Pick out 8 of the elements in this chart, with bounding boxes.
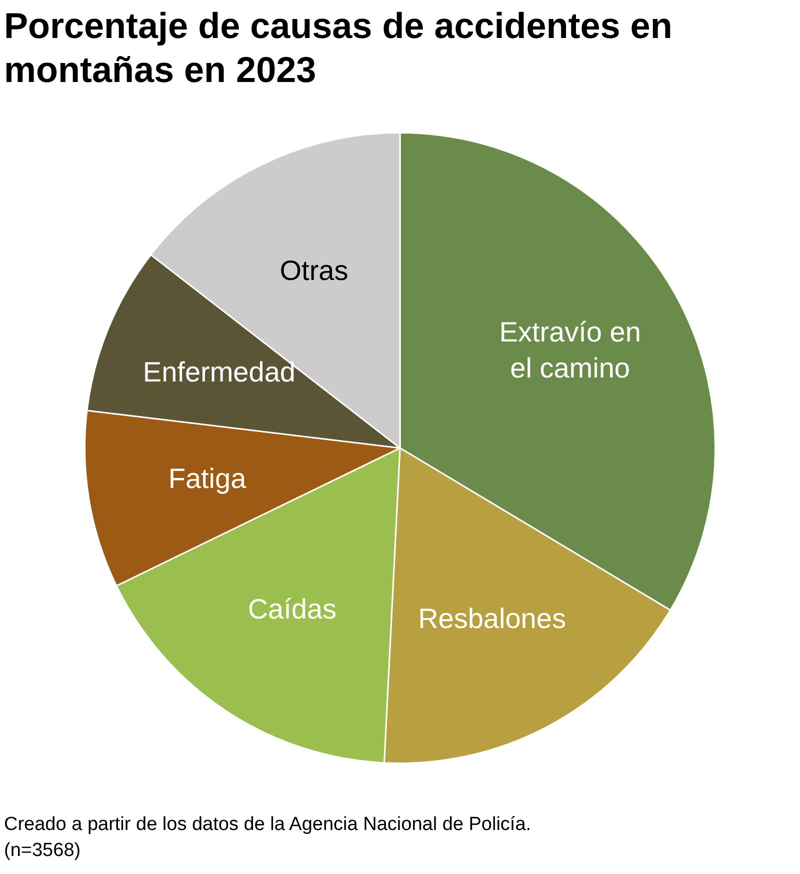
slice-label: Resbalones [418,603,566,634]
slice-label: Fatiga [168,463,247,494]
chart-title: Porcentaje de causas de accidentes en montañas en 2023 [4,4,674,92]
slice-label: Caídas [248,594,337,625]
text: Creado a partir de los datos de la Agencia Nacional de Policía. (n=3568) [4,813,532,863]
slice-label: Enfermedad [142,356,296,388]
slice-label: Otras [280,255,348,286]
slice-label: Extravío en el camino [499,316,641,384]
